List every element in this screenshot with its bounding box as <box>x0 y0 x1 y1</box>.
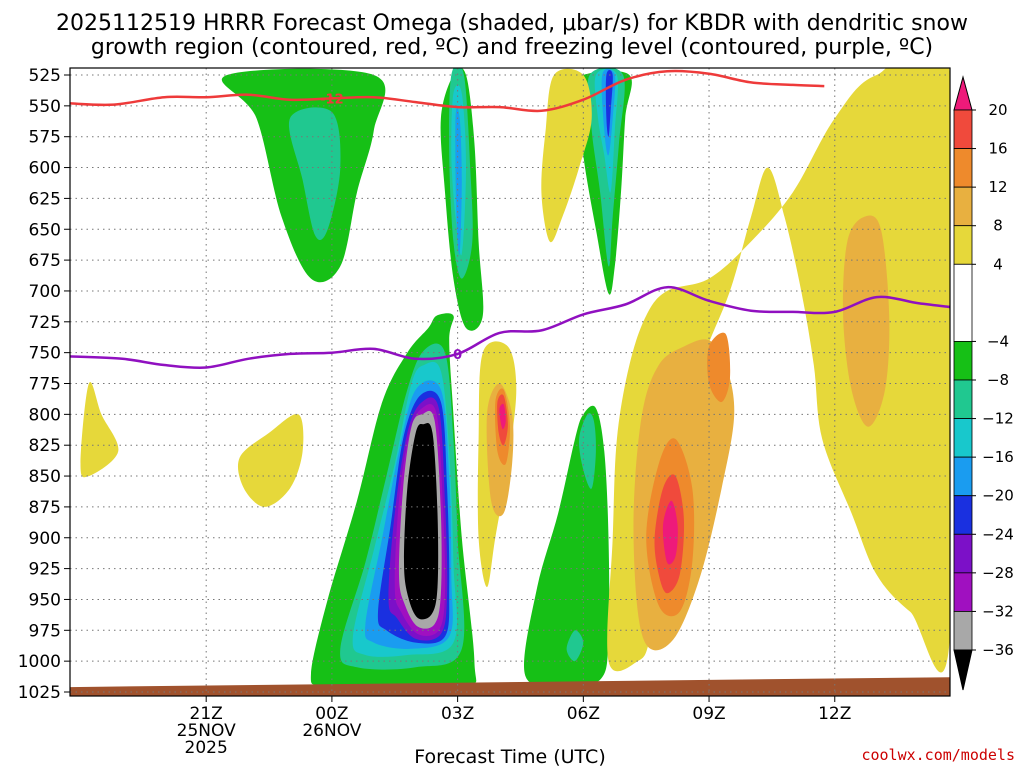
chart-title-line1: 2025112519 HRRR Forecast Omega (shaded, … <box>56 11 968 36</box>
colorbar-label-−4: −4 <box>987 332 1009 350</box>
y-tick-label-600: 600 <box>29 159 61 179</box>
colorbar-label-8: 8 <box>993 217 1003 235</box>
colorbar-label-−32: −32 <box>982 602 1014 620</box>
contour-lines: -12 0 <box>70 69 950 369</box>
y-tick-label-675: 675 <box>29 251 61 271</box>
x-tick-label-09Z-1: 09Z <box>692 704 725 724</box>
colorbar-bin-7 <box>953 379 973 419</box>
y-tick-label-950: 950 <box>29 590 61 610</box>
y-tick-label-750: 750 <box>29 344 61 364</box>
colorbar-bin-4 <box>953 225 973 265</box>
plot-frame <box>69 67 951 697</box>
freezing-contour-label: 0 <box>453 348 462 363</box>
x-tick-label-03Z-1: 03Z <box>441 704 474 724</box>
x-tick-label-21Z-1: 21Z <box>190 704 223 724</box>
grid-lines <box>70 68 950 696</box>
y-tick-label-925: 925 <box>29 560 61 580</box>
omega-region-22 <box>566 630 584 662</box>
colorbar-label-−16: −16 <box>982 448 1014 466</box>
y-tick-label-625: 625 <box>29 189 61 209</box>
y-tick-label-900: 900 <box>29 529 61 549</box>
omega-shading <box>80 68 950 689</box>
omega-region-36 <box>662 500 678 565</box>
colorbar-label-−24: −24 <box>982 525 1014 543</box>
omega-region-27 <box>237 413 304 507</box>
colorbar-label-−8: −8 <box>987 371 1009 389</box>
colorbar-bin-12 <box>953 572 973 612</box>
y-tick-label-800: 800 <box>29 405 61 425</box>
colorbar-bin-6 <box>953 341 973 381</box>
colorbar-bin-11 <box>953 533 973 574</box>
ground-surface <box>70 677 950 696</box>
colorbar-bin-2 <box>953 148 973 188</box>
chart-title-line2: growth region (contoured, red, ºC) and f… <box>91 35 933 60</box>
y-tick-label-725: 725 <box>29 313 61 333</box>
y-tick-label-1025: 1025 <box>18 683 61 703</box>
freezing-contour <box>70 285 950 369</box>
credit-text: coolwx.com/models <box>861 746 1015 764</box>
y-tick-label-650: 650 <box>29 220 61 240</box>
y-tick-label-975: 975 <box>29 621 61 641</box>
dgz-contour-label: -12 <box>320 92 344 107</box>
colorbar-bin-10 <box>953 495 973 535</box>
x-tick-label-06Z-1: 06Z <box>567 704 600 724</box>
colorbar-label-20: 20 <box>988 101 1007 119</box>
y-tick-label-700: 700 <box>29 282 61 302</box>
y-tick-label-1000: 1000 <box>18 652 61 672</box>
y-axis: 525 550 575 600 625 650 675 700 725 750 775 800 825 8… <box>18 66 70 703</box>
x-tick-label-21Z-3: 2025 <box>185 738 228 758</box>
colorbar-label-4: 4 <box>993 255 1003 273</box>
omega-region-33 <box>707 332 731 403</box>
x-tick-label-00Z-2: 26NOV <box>302 721 361 741</box>
colorbar-label-−12: −12 <box>982 410 1014 428</box>
colorbar-label-12: 12 <box>988 178 1007 196</box>
y-tick-label-575: 575 <box>29 128 61 148</box>
omega-region-37 <box>499 403 506 430</box>
omega-region-30 <box>842 215 890 427</box>
omega-region-19 <box>403 422 439 620</box>
colorbar-top-arrow <box>953 75 973 111</box>
colorbar-bin-9 <box>953 456 973 497</box>
colorbar-label-−28: −28 <box>982 564 1014 582</box>
colorbar: 20 16 12 8 4 −4 −8 −12 −16 −20 −24 −28 −32 −36 <box>953 75 1014 691</box>
colorbar-bin-13 <box>953 611 973 651</box>
y-tick-label-850: 850 <box>29 467 61 487</box>
omega-region-5 <box>455 108 462 256</box>
ground-layer <box>70 677 950 696</box>
omega-region-23 <box>541 68 592 243</box>
omega-region-20 <box>524 405 610 687</box>
x-axis-label: Forecast Time (UTC) <box>414 746 605 768</box>
y-tick-label-550: 550 <box>29 97 61 117</box>
x-tick-label-21Z-2: 25NOV <box>177 721 236 741</box>
dgz-contour <box>70 69 825 113</box>
colorbar-bin-5 <box>953 263 973 342</box>
colorbar-bin-1 <box>953 109 973 149</box>
colorbar-label-−20: −20 <box>982 487 1014 505</box>
colorbar-bottom-arrow <box>953 649 973 691</box>
colorbar-bin-3 <box>953 186 973 227</box>
colorbar-bin-8 <box>953 418 973 458</box>
y-tick-label-875: 875 <box>29 498 61 518</box>
y-tick-label-525: 525 <box>29 66 61 86</box>
y-tick-label-775: 775 <box>29 375 61 395</box>
omega-region-1 <box>288 107 341 241</box>
colorbar-label-16: 16 <box>988 140 1007 158</box>
x-tick-label-00Z-1: 00Z <box>315 704 348 724</box>
x-tick-label-12Z-1: 12Z <box>818 704 851 724</box>
y-tick-label-825: 825 <box>29 436 61 456</box>
omega-region-26 <box>80 382 119 478</box>
colorbar-label-−36: −36 <box>982 641 1014 659</box>
